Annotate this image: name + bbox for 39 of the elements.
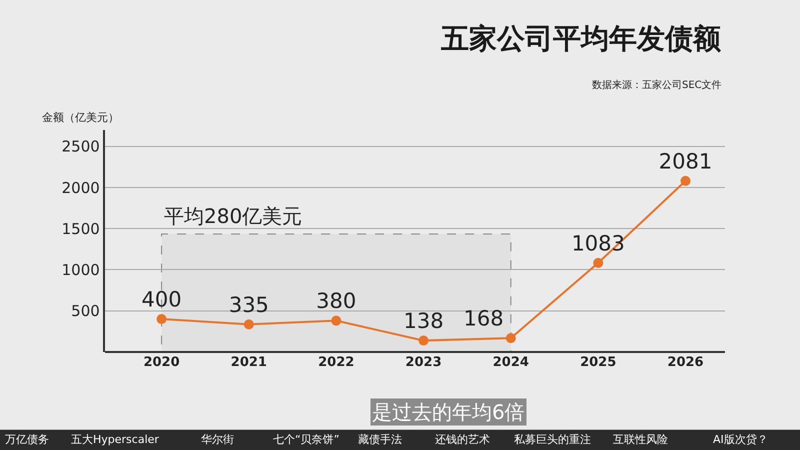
x-tick-label: 2026 (667, 354, 704, 370)
data-label: 335 (228, 292, 269, 317)
point (593, 258, 604, 268)
text: 藏债手法 (358, 433, 402, 446)
y-axis-title: 金额（亿美元） (42, 111, 119, 124)
y-tick-label: 500 (71, 302, 100, 320)
x-tick-label: 2023 (405, 354, 442, 370)
y-tick-label: 2500 (62, 138, 100, 156)
point (418, 336, 429, 346)
text: 五大Hyperscaler (71, 433, 160, 446)
x-tick-label: 2020 (143, 354, 180, 370)
text: 互联性风险 (613, 433, 668, 446)
source-note: 数据来源：五家公司SEC文件 (592, 79, 722, 91)
text: 华尔街 (201, 433, 234, 446)
text: 是过去的年均6倍 (372, 400, 525, 424)
y-tick-label: 1500 (62, 220, 100, 238)
point (331, 316, 342, 326)
text: 万亿债务 (5, 433, 49, 446)
text: 还钱的艺术 (435, 433, 490, 446)
point (156, 314, 167, 324)
text: 私募巨头的重注 (514, 433, 591, 446)
band-label: 平均280亿美元 (164, 204, 302, 228)
x-tick-label: 2022 (318, 354, 354, 370)
point (506, 333, 516, 344)
y-tick-label: 2000 (62, 178, 100, 197)
x-tick-label: 2024 (492, 354, 529, 370)
data-label: 168 (464, 306, 504, 331)
point (680, 176, 690, 186)
x-tick-label: 2021 (230, 354, 267, 370)
data-label: 2081 (658, 149, 712, 174)
point (244, 319, 254, 330)
data-label: 380 (316, 289, 356, 314)
x-tick-label: 2025 (580, 354, 616, 370)
data-label: 400 (142, 288, 182, 312)
chart-title: 五家公司平均年发债额 (440, 22, 722, 55)
y-tick-label: 1000 (62, 260, 100, 279)
data-label: 138 (403, 309, 444, 334)
text: 七个“贝奈饼” (273, 433, 340, 446)
text: AI版次贷？ (713, 433, 768, 446)
